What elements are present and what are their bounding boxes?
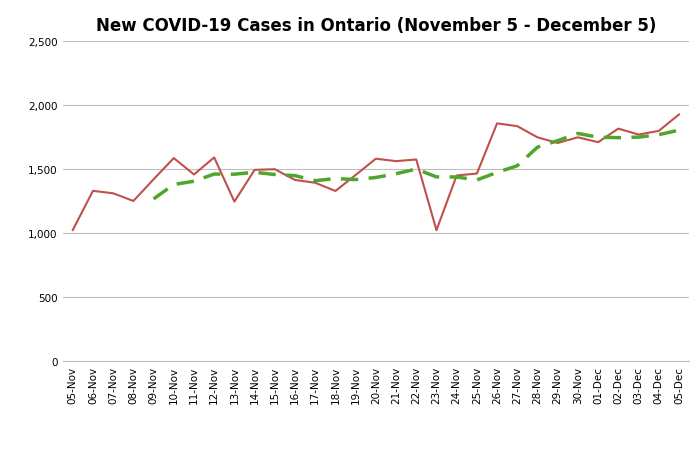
Title: New COVID-19 Cases in Ontario (November 5 - December 5): New COVID-19 Cases in Ontario (November … [95,17,656,35]
